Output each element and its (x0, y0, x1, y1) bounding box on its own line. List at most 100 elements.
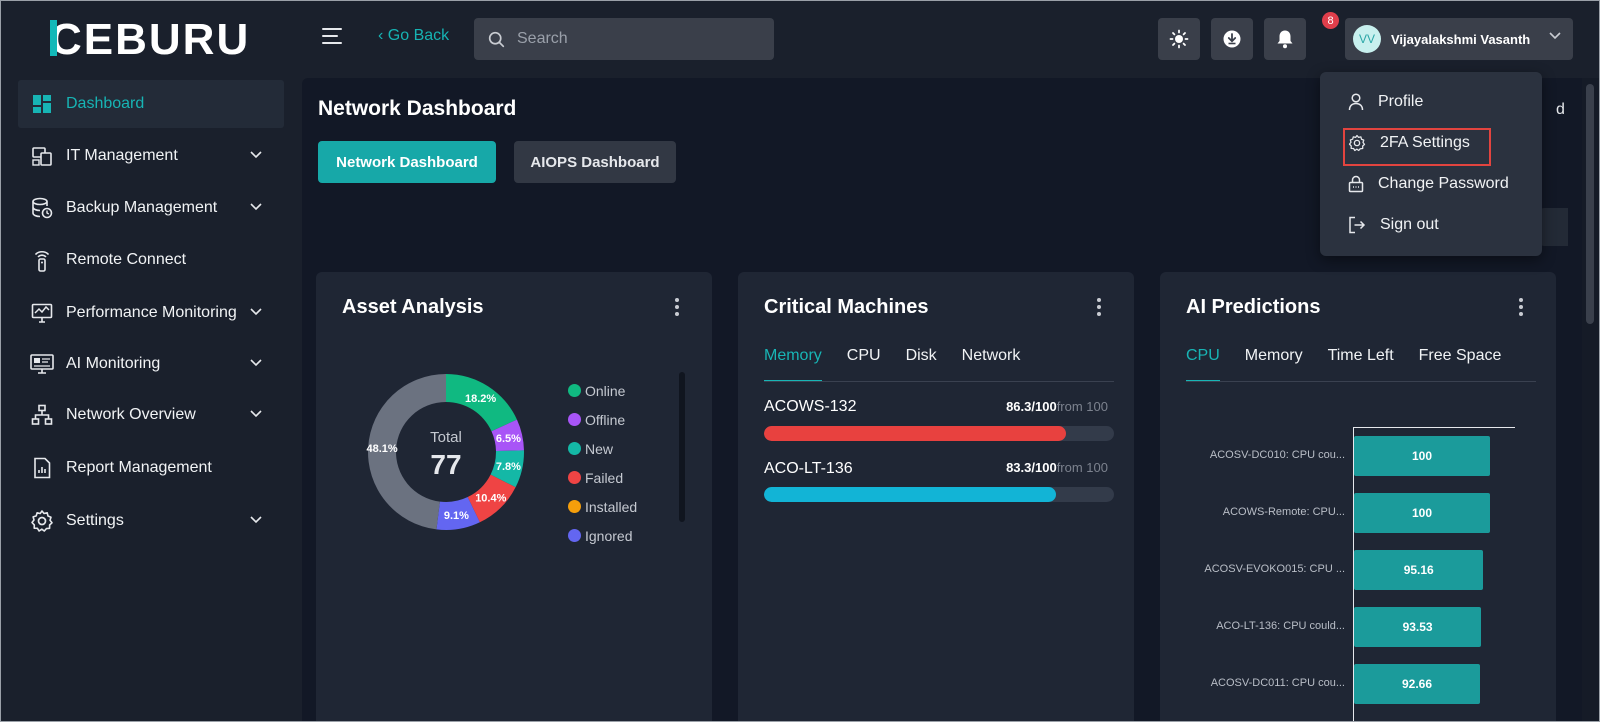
donut-slice-failed[interactable] (467, 474, 516, 523)
more-options-icon[interactable] (674, 298, 680, 318)
prediction-bar[interactable]: 92.66 (1354, 664, 1481, 704)
donut-slice-other[interactable] (368, 374, 446, 530)
user-icon (1348, 93, 1364, 111)
legend-label: Offline (585, 411, 626, 428)
donut-slice-label: 18.2% (465, 393, 496, 405)
donut-slice-offline[interactable] (491, 419, 524, 451)
sidebar-item-settings[interactable]: Settings (18, 497, 284, 545)
machine-value: 83.3/100from 100 (1006, 460, 1108, 475)
sidebar-item-label: Dashboard (66, 95, 145, 112)
chevron-down-icon (250, 359, 262, 367)
chevron-down-icon (250, 203, 262, 211)
gear-icon (30, 509, 54, 533)
legend-item[interactable]: Ignored (568, 521, 637, 550)
legend-item[interactable]: New (568, 434, 637, 463)
legend-label: Online (585, 382, 626, 399)
search-box[interactable] (474, 18, 774, 60)
prediction-label: ACOSV-DC011: CPU cou... (1210, 677, 1345, 689)
menu-item-profile[interactable]: Profile (1348, 87, 1423, 117)
monitor-chart-icon (30, 301, 54, 325)
partial-control[interactable] (1540, 208, 1568, 246)
legend-scrollbar[interactable] (679, 372, 685, 522)
tab-cpu[interactable]: CPU (1186, 346, 1220, 382)
tab-time-left[interactable]: Time Left (1327, 347, 1394, 364)
svg-text:CEBURU: CEBURU (50, 15, 250, 62)
tab-memory[interactable]: Memory (1244, 347, 1303, 364)
tab-cpu[interactable]: CPU (846, 347, 881, 364)
page-scrollbar-thumb[interactable] (1586, 84, 1594, 324)
critical-machines-card: Critical Machines Memory CPU Disk Networ… (738, 272, 1134, 722)
notification-badge: 8 (1322, 12, 1339, 29)
ai-predictions-tabs: CPU Memory Time Left Free Space (1186, 346, 1526, 382)
prediction-bar[interactable]: 93.53 (1354, 607, 1482, 647)
prediction-label: ACOSV-EVOKO015: CPU ... (1204, 563, 1345, 575)
legend-item[interactable]: Failed (568, 463, 637, 492)
tab-divider (764, 381, 1114, 382)
donut-slice-new[interactable] (490, 450, 524, 488)
tab-network-dashboard[interactable]: Network Dashboard (318, 141, 496, 183)
tab-free-space[interactable]: Free Space (1418, 347, 1502, 364)
more-options-icon[interactable] (1518, 298, 1524, 318)
sun-icon (1169, 29, 1189, 49)
sidebar-item-ai-monitoring[interactable]: AI Monitoring (18, 340, 284, 388)
sidebar-item-network-overview[interactable]: Network Overview (18, 391, 284, 439)
donut-slice-ignored[interactable] (436, 497, 480, 530)
tab-aiops-dashboard[interactable]: AIOPS Dashboard (514, 141, 676, 183)
legend-swatch (568, 384, 581, 397)
legend-label: Ignored (585, 527, 633, 544)
sidebar-item-label: Settings (66, 512, 124, 529)
tab-memory[interactable]: Memory (764, 346, 822, 382)
menu-item-change-password[interactable]: Change Password (1348, 169, 1509, 199)
user-menu-button[interactable]: VV Vijayalakshmi Vasanth (1345, 18, 1573, 60)
user-name: Vijayalakshmi Vasanth (1391, 31, 1531, 47)
donut-slice-online[interactable] (446, 374, 517, 432)
ceburu-logo[interactable]: CEBURU (50, 14, 260, 62)
sidebar-item-backup-management[interactable]: Backup Management (18, 184, 284, 232)
top-bar: CEBURU ‹ Go Back 8 VV Vijayalakshmi Vasa… (0, 0, 1600, 78)
notifications-button[interactable] (1264, 18, 1306, 60)
menu-item-2fa-settings[interactable]: 2FA Settings (1348, 128, 1470, 158)
chevron-down-icon (250, 410, 262, 418)
theme-toggle-button[interactable] (1158, 18, 1200, 60)
search-icon (488, 31, 505, 47)
sign-out-icon (1349, 216, 1366, 234)
legend-item[interactable]: Online (568, 376, 637, 405)
legend-swatch (568, 471, 581, 484)
legend-item[interactable]: Installed (568, 492, 637, 521)
menu-toggle-icon[interactable] (322, 28, 344, 46)
gear-icon (1348, 134, 1366, 152)
more-options-icon[interactable] (1096, 298, 1102, 318)
legend-item[interactable]: Offline (568, 405, 637, 434)
sidebar-item-remote-connect[interactable]: Remote Connect (18, 236, 284, 284)
donut-slice-label: 10.4% (475, 493, 506, 505)
search-input[interactable] (517, 30, 757, 48)
it-management-icon (30, 144, 54, 168)
go-back-link[interactable]: ‹ Go Back (378, 27, 450, 44)
report-icon (30, 456, 54, 480)
page-title: Network Dashboard (318, 97, 517, 120)
prediction-bar[interactable]: 100 (1354, 436, 1490, 476)
donut-slice-label: 9.1% (444, 510, 469, 522)
sidebar-item-label: Backup Management (66, 199, 218, 216)
sidebar-item-it-management[interactable]: IT Management (18, 132, 284, 180)
asset-analysis-card: Asset Analysis 18.2% 6.5% 7.8% 10.4% 9.1% 48.… (316, 272, 712, 722)
donut-slice-label: 6.5% (496, 433, 521, 445)
legend-label: New (585, 440, 614, 457)
sidebar-item-dashboard[interactable]: Dashboard (18, 80, 284, 128)
sidebar-item-report-management[interactable]: Report Management (18, 444, 284, 492)
dashboard-icon (30, 92, 54, 116)
tab-network[interactable]: Network (961, 347, 1021, 364)
prediction-bar[interactable]: 100 (1354, 493, 1490, 533)
download-button[interactable] (1211, 18, 1253, 60)
sidebar-item-performance-monitoring[interactable]: Performance Monitoring (18, 289, 284, 337)
sidebar-item-label: Remote Connect (66, 251, 187, 268)
truncated-text: d (1556, 101, 1565, 118)
sidebar: Dashboard IT Management Backup Managemen… (0, 78, 302, 722)
machine-progress-track (764, 487, 1114, 502)
sidebar-item-label: Performance Monitoring (66, 304, 237, 321)
chevron-down-icon (250, 151, 262, 159)
tab-disk[interactable]: Disk (905, 347, 937, 364)
menu-item-sign-out[interactable]: Sign out (1348, 210, 1439, 240)
prediction-bar[interactable]: 95.16 (1354, 550, 1484, 590)
avatar: VV (1353, 25, 1381, 53)
